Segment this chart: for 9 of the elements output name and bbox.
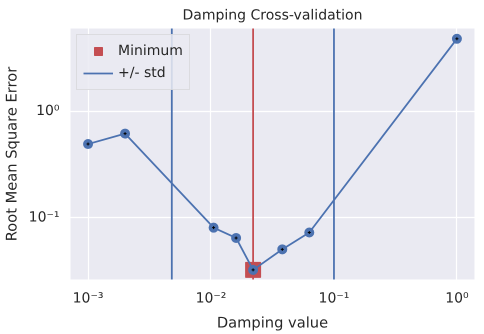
y-axis-title: Root Mean Square Error [4,66,21,242]
x-axis-title: Damping value [216,314,328,332]
x-tick-label: 10⁻² [196,290,226,306]
legend-label: Minimum [118,43,183,59]
x-tick-label: 10⁰ [445,290,470,306]
x-tick-label: 10⁻¹ [318,290,350,306]
chart-title: Damping Cross-validation [182,8,362,24]
ref-line-label: +/- std [118,65,166,81]
x-tick-label: 10⁻³ [72,290,104,306]
